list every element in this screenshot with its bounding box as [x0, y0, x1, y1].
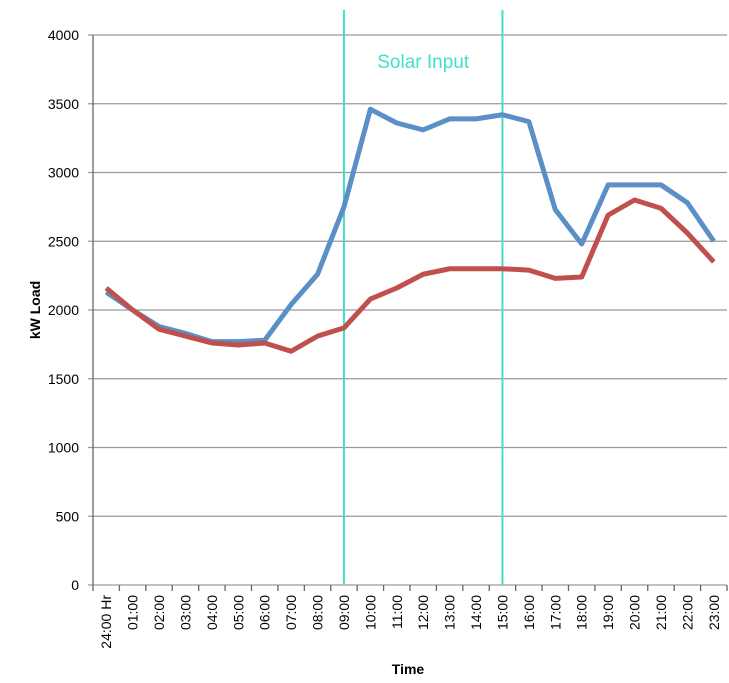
y-tick-label: 3500	[48, 96, 79, 112]
x-tick-label: 08:00	[310, 595, 326, 630]
x-tick-label: 16:00	[521, 595, 537, 630]
y-tick-label: 1000	[48, 440, 79, 456]
x-tick-label: 23:00	[706, 595, 722, 630]
x-tick-label: 21:00	[653, 595, 669, 630]
y-tick-label: 1500	[48, 371, 79, 387]
x-tick-label: 24:00 Hr	[98, 595, 114, 649]
y-tick-label: 2000	[48, 302, 79, 318]
series-line	[104, 106, 716, 345]
x-tick-label: 03:00	[177, 595, 193, 630]
x-tick-label: 13:00	[442, 595, 458, 630]
x-tick-label: 02:00	[151, 595, 167, 630]
x-tick-label: 06:00	[257, 595, 273, 630]
x-tick-label: 04:00	[204, 595, 220, 630]
x-tick-label: 22:00	[679, 595, 695, 630]
y-tick-label: 2500	[48, 233, 79, 249]
x-tick-label: 17:00	[547, 595, 563, 630]
x-tick-label: 15:00	[494, 595, 510, 630]
y-axis-label: kW Load	[27, 281, 43, 339]
x-tick-label: 05:00	[230, 595, 246, 630]
x-axis-label: Time	[392, 661, 425, 677]
y-tick-label: 0	[71, 577, 79, 593]
x-tick-label: 07:00	[283, 595, 299, 630]
series-line	[104, 197, 716, 354]
x-tick-label: 09:00	[336, 595, 352, 630]
x-tick-label: 12:00	[415, 595, 431, 630]
annotation: Solar Input	[377, 52, 470, 73]
x-tick-label: 18:00	[574, 595, 590, 630]
x-tick-label: 14:00	[468, 595, 484, 630]
y-tick-label: 4000	[48, 27, 79, 43]
x-tick-label: 20:00	[627, 595, 643, 630]
x-tick-label: 11:00	[389, 595, 405, 629]
y-tick-label: 3000	[48, 165, 79, 181]
x-tick-label: 01:00	[125, 595, 141, 630]
x-tick-label: 19:00	[600, 595, 616, 630]
y-tick-label: 500	[56, 508, 80, 524]
x-tick-label: 10:00	[362, 595, 378, 630]
